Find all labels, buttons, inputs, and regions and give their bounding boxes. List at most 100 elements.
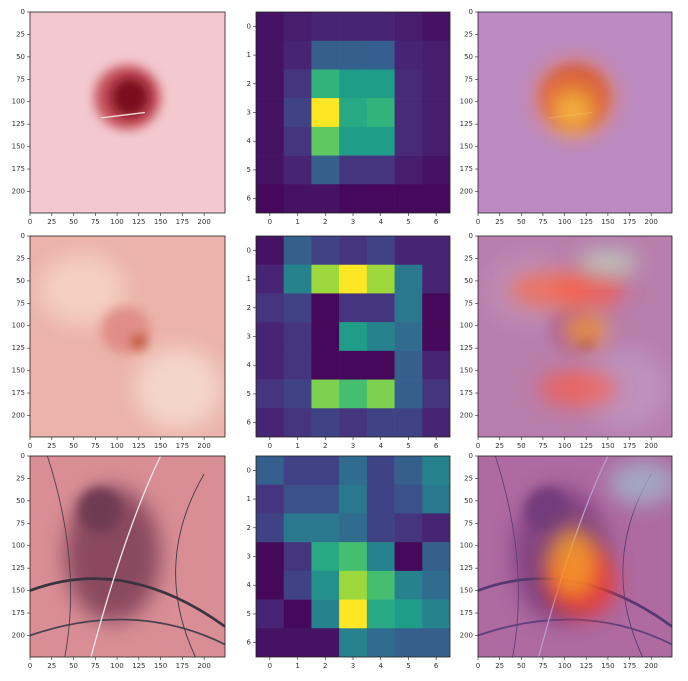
y-tick-label: 25 [16,254,25,262]
y-tick-label: 150 [460,143,473,151]
photo-detail [30,577,225,628]
heatmap-cell [311,350,340,380]
y-tick-label: 25 [464,474,473,482]
heatmap-cell [422,236,450,266]
y-tick-label: 125 [12,344,25,352]
overlay-glow [577,249,639,277]
heatmap-cell [422,12,450,42]
x-tick-label: 100 [558,218,571,226]
y-tick-label: 75 [16,75,25,83]
x-tick-label: 175 [176,442,189,450]
heatmap-cell [422,126,450,156]
y-tick-label: 0 [247,22,251,30]
heatmap-cell [422,599,450,629]
x-tick-label: 100 [558,442,571,450]
photo-detail [38,253,126,326]
heatmap-cell [311,40,340,70]
heatmap-cell [283,599,312,629]
y-tick-label: 50 [464,277,473,285]
heatmap-cell [283,98,312,128]
heatmap-cell [366,264,395,294]
x-tick-label: 150 [601,662,614,670]
x-tick-label: 125 [132,442,145,450]
y-tick-label: 125 [460,120,473,128]
x-tick-label: 0 [476,218,480,226]
y-tick-label: 175 [460,389,473,397]
heatmap-cell [311,628,340,657]
x-tick-label: 50 [69,218,78,226]
heatmap-cell [256,12,285,42]
plot-area [256,236,450,437]
heatmap-cell [422,379,450,409]
x-tick-label: 5 [406,442,410,450]
x-tick-label: 0 [28,218,32,226]
y-tick-label: 25 [464,254,473,262]
y-tick-label: 100 [460,542,473,550]
y-tick-label: 6 [247,195,252,203]
x-tick-label: 75 [91,442,100,450]
x-tick-label: 5 [406,662,410,670]
y-tick-label: 100 [460,98,473,106]
x-tick-label: 75 [91,218,100,226]
y-tick-label: 75 [464,519,473,527]
photo-detail [525,487,569,533]
overlay-glow [555,271,626,308]
y-tick-label: 2 [247,524,251,532]
heatmap-cell [422,484,450,514]
heatmap-cell [311,184,340,213]
y-tick-label: 150 [12,587,25,595]
heatmap-cell [256,350,285,380]
heatmap-cell [339,98,368,128]
x-tick-label: 200 [645,662,658,670]
heatmap-cell [256,98,285,128]
x-tick-label: 150 [154,442,167,450]
axes-frame [29,455,226,658]
x-tick-label: 25 [47,662,56,670]
y-tick-label: 100 [460,322,473,330]
heatmap-cell [283,69,312,99]
y-tick-label: 50 [16,53,25,61]
plot-area [478,12,672,213]
y-tick-label: 2 [247,304,251,312]
y-tick-label: 150 [12,367,25,375]
heatmap-cell [256,69,285,99]
heatmap-cell [366,484,395,514]
y-tick-label: 2 [247,80,251,88]
y-tick-label: 150 [12,143,25,151]
photo-detail [30,618,225,646]
y-tick-label: 5 [247,610,251,618]
heatmap-cell [422,98,450,128]
plot-area [256,456,450,657]
x-tick-label: 125 [580,218,593,226]
heatmap-cell [366,98,395,128]
overlay-glow [538,370,617,407]
heatmap-cell [311,379,340,409]
photo-detail [131,334,146,350]
heatmap-cell [422,293,450,323]
y-tick-label: 200 [460,631,473,639]
heatmap-cell [339,12,368,42]
x-tick-label: 5 [406,218,410,226]
heatmap-cell [283,542,312,572]
heatmap-cell [283,12,312,42]
heatmap-cell [339,264,368,294]
heatmap-cell [366,570,395,600]
y-tick-label: 200 [12,631,25,639]
y-tick-label: 75 [16,519,25,527]
x-tick-label: 0 [268,442,272,450]
x-tick-label: 100 [110,218,123,226]
y-tick-label: 200 [12,411,25,419]
heatmap-cell [311,126,340,156]
heatmap-cell [339,513,368,543]
y-tick-label: 125 [460,344,473,352]
heatmap-cell [366,350,395,380]
y-tick-label: 100 [12,98,25,106]
y-tick-label: 0 [247,466,251,474]
heatmap-cell [311,456,340,486]
heatmap-cell [311,69,340,99]
y-tick-label: 3 [247,333,251,341]
x-tick-label: 175 [623,218,636,226]
panel: 0 1 2 3 4 5 6 0 1 2 3 4 5 6 [247,455,451,670]
x-tick-label: 4 [378,662,383,670]
x-tick-label: 125 [132,218,145,226]
